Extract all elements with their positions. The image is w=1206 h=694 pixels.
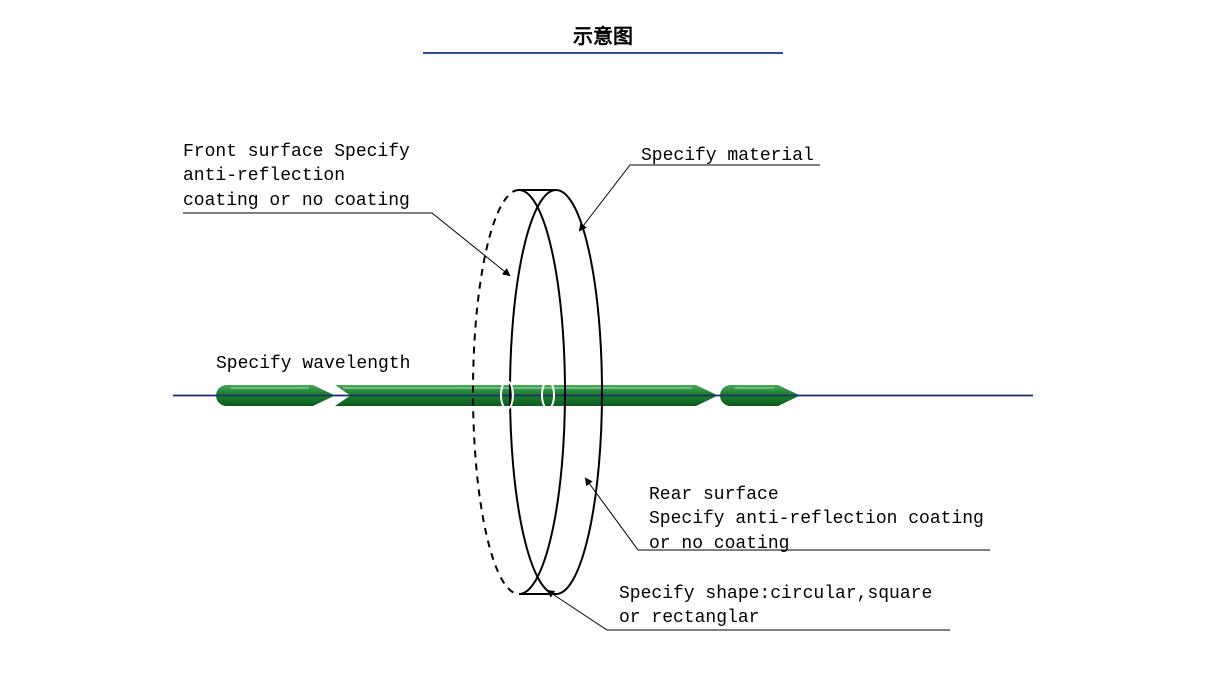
callout-material xyxy=(580,165,820,230)
callout-front-surface xyxy=(183,213,509,275)
lens-diagram xyxy=(0,0,1206,694)
lens-rear-face xyxy=(510,190,602,594)
callout-shape xyxy=(548,591,950,630)
callout-rear-surface xyxy=(586,479,990,550)
